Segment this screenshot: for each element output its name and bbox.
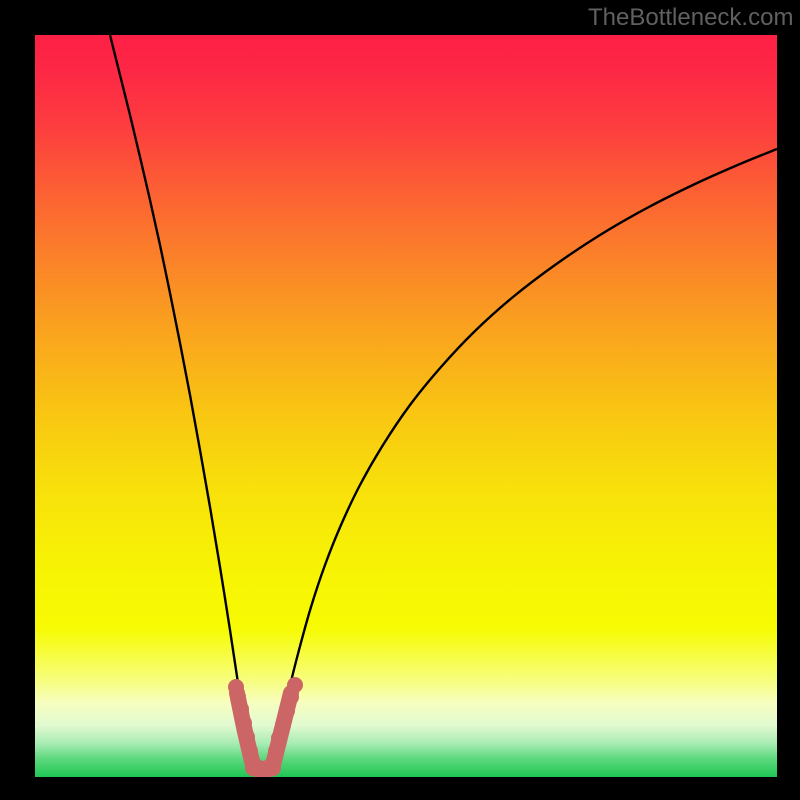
watermark-text: TheBottleneck.com: [588, 4, 793, 32]
plot-area: [35, 35, 777, 777]
bottleneck-heat-gradient: [35, 35, 777, 777]
figure-root: TheBottleneck.com: [0, 0, 800, 800]
